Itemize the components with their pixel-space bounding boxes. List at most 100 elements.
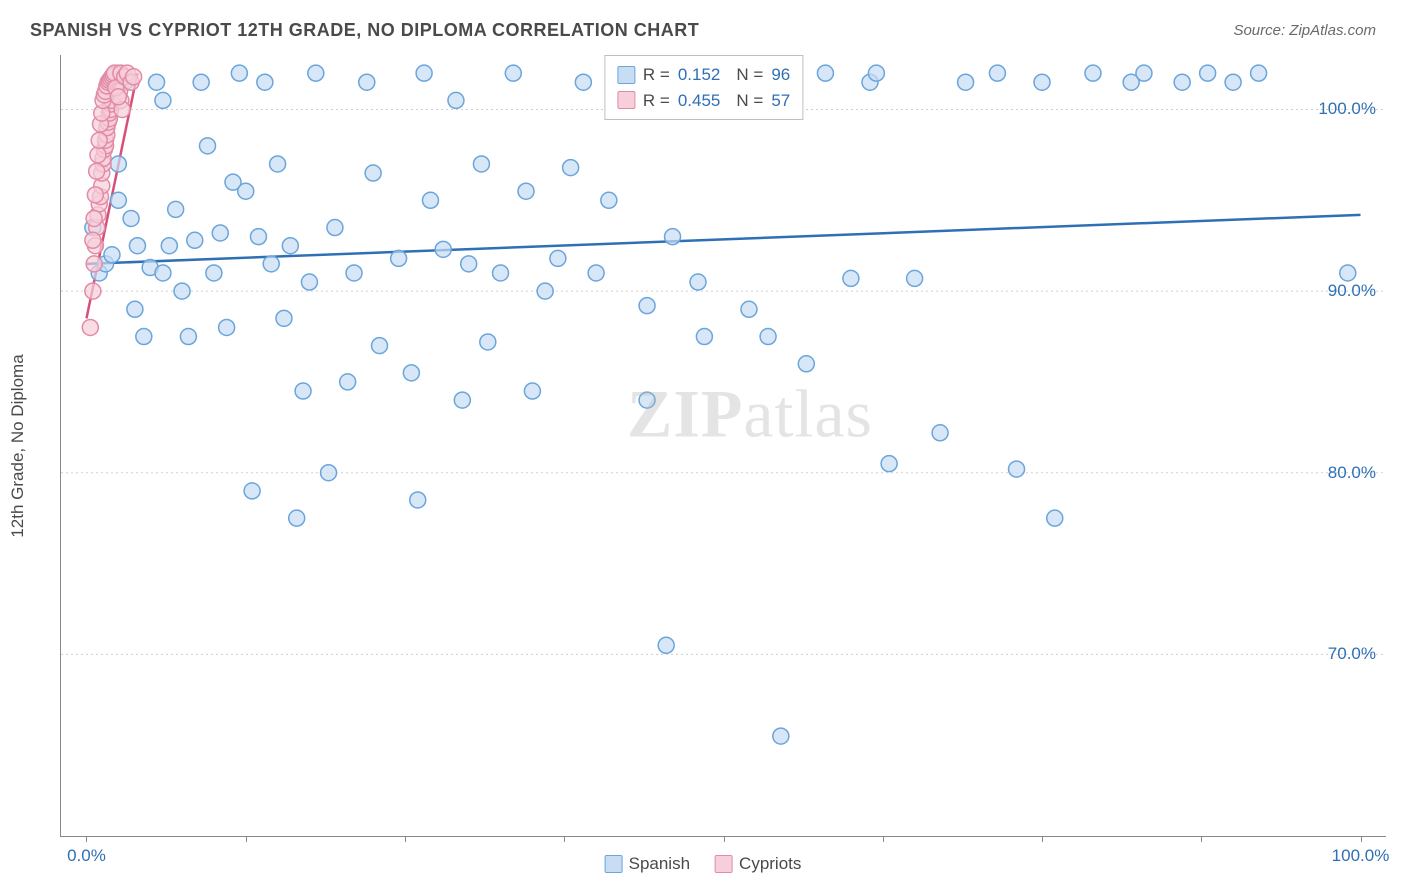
data-point[interactable] <box>136 329 152 345</box>
data-point[interactable] <box>193 74 209 90</box>
data-point[interactable] <box>82 319 98 335</box>
data-point[interactable] <box>575 74 591 90</box>
data-point[interactable] <box>270 156 286 172</box>
data-point[interactable] <box>127 301 143 317</box>
data-point[interactable] <box>773 728 789 744</box>
data-point[interactable] <box>295 383 311 399</box>
data-point[interactable] <box>1340 265 1356 281</box>
data-point[interactable] <box>149 74 165 90</box>
data-point[interactable] <box>110 156 126 172</box>
data-point[interactable] <box>126 69 142 85</box>
data-point[interactable] <box>110 89 126 105</box>
data-point[interactable] <box>289 510 305 526</box>
data-point[interactable] <box>454 392 470 408</box>
data-point[interactable] <box>391 250 407 266</box>
data-point[interactable] <box>263 256 279 272</box>
data-point[interactable] <box>231 65 247 81</box>
data-point[interactable] <box>907 270 923 286</box>
data-point[interactable] <box>321 465 337 481</box>
data-point[interactable] <box>90 147 106 163</box>
data-point[interactable] <box>741 301 757 317</box>
data-point[interactable] <box>257 74 273 90</box>
data-point[interactable] <box>250 229 266 245</box>
data-point[interactable] <box>89 163 105 179</box>
data-point[interactable] <box>639 298 655 314</box>
data-point[interactable] <box>422 192 438 208</box>
data-point[interactable] <box>168 201 184 217</box>
data-point[interactable] <box>1009 461 1025 477</box>
data-point[interactable] <box>416 65 432 81</box>
data-point[interactable] <box>123 210 139 226</box>
data-point[interactable] <box>601 192 617 208</box>
data-point[interactable] <box>301 274 317 290</box>
data-point[interactable] <box>550 250 566 266</box>
data-point[interactable] <box>244 483 260 499</box>
data-point[interactable] <box>161 238 177 254</box>
data-point[interactable] <box>639 392 655 408</box>
data-point[interactable] <box>403 365 419 381</box>
data-point[interactable] <box>206 265 222 281</box>
data-point[interactable] <box>588 265 604 281</box>
data-point[interactable] <box>843 270 859 286</box>
data-point[interactable] <box>187 232 203 248</box>
data-point[interactable] <box>86 256 102 272</box>
data-point[interactable] <box>690 274 706 290</box>
data-point[interactable] <box>1200 65 1216 81</box>
data-point[interactable] <box>155 92 171 108</box>
data-point[interactable] <box>524 383 540 399</box>
data-point[interactable] <box>1047 510 1063 526</box>
data-point[interactable] <box>346 265 362 281</box>
data-point[interactable] <box>85 232 101 248</box>
data-point[interactable] <box>665 229 681 245</box>
data-point[interactable] <box>881 456 897 472</box>
data-point[interactable] <box>989 65 1005 81</box>
data-point[interactable] <box>1174 74 1190 90</box>
data-point[interactable] <box>86 210 102 226</box>
data-point[interactable] <box>658 637 674 653</box>
data-point[interactable] <box>276 310 292 326</box>
data-point[interactable] <box>563 160 579 176</box>
data-point[interactable] <box>359 74 375 90</box>
data-point[interactable] <box>340 374 356 390</box>
data-point[interactable] <box>1251 65 1267 81</box>
data-point[interactable] <box>461 256 477 272</box>
data-point[interactable] <box>932 425 948 441</box>
data-point[interactable] <box>958 74 974 90</box>
data-point[interactable] <box>480 334 496 350</box>
data-point[interactable] <box>238 183 254 199</box>
data-point[interactable] <box>760 329 776 345</box>
data-point[interactable] <box>219 319 235 335</box>
data-point[interactable] <box>282 238 298 254</box>
data-point[interactable] <box>798 356 814 372</box>
data-point[interactable] <box>372 338 388 354</box>
data-point[interactable] <box>537 283 553 299</box>
data-point[interactable] <box>91 132 107 148</box>
data-point[interactable] <box>448 92 464 108</box>
data-point[interactable] <box>817 65 833 81</box>
data-point[interactable] <box>129 238 145 254</box>
data-point[interactable] <box>104 247 120 263</box>
data-point[interactable] <box>493 265 509 281</box>
data-point[interactable] <box>155 265 171 281</box>
data-point[interactable] <box>505 65 521 81</box>
data-point[interactable] <box>365 165 381 181</box>
legend-item[interactable]: Cypriots <box>715 854 801 874</box>
data-point[interactable] <box>212 225 228 241</box>
data-point[interactable] <box>518 183 534 199</box>
data-point[interactable] <box>327 220 343 236</box>
data-point[interactable] <box>1225 74 1241 90</box>
data-point[interactable] <box>110 192 126 208</box>
data-point[interactable] <box>1034 74 1050 90</box>
data-point[interactable] <box>87 187 103 203</box>
data-point[interactable] <box>435 241 451 257</box>
data-point[interactable] <box>410 492 426 508</box>
data-point[interactable] <box>85 283 101 299</box>
data-point[interactable] <box>1085 65 1101 81</box>
data-point[interactable] <box>308 65 324 81</box>
data-point[interactable] <box>473 156 489 172</box>
data-point[interactable] <box>868 65 884 81</box>
legend-item[interactable]: Spanish <box>605 854 690 874</box>
data-point[interactable] <box>174 283 190 299</box>
data-point[interactable] <box>1136 65 1152 81</box>
data-point[interactable] <box>696 329 712 345</box>
